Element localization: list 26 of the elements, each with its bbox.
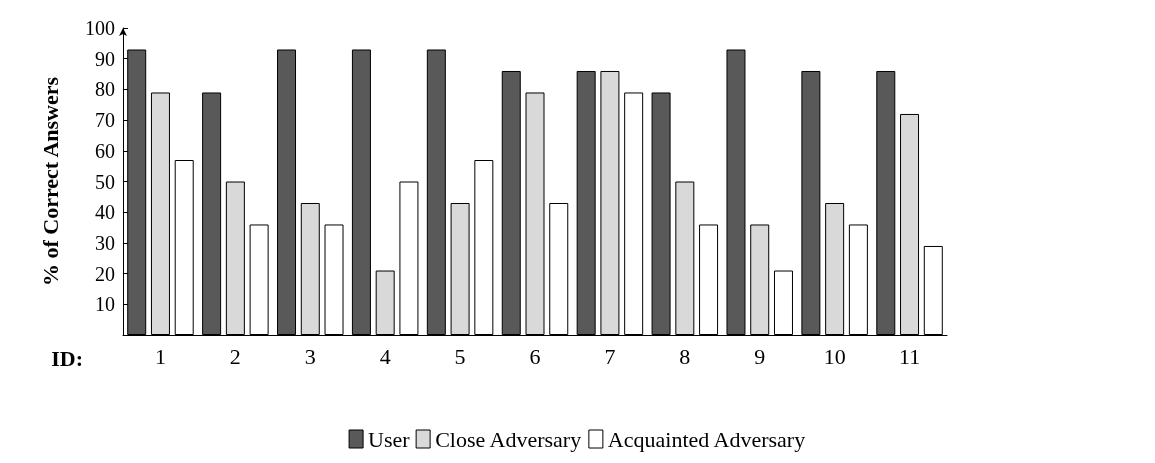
legend-label: Close Adversary [435, 426, 582, 452]
x-tick-label: 7 [604, 343, 616, 369]
x-tick-label: 6 [529, 343, 541, 369]
y-tick-label: 50 [95, 170, 115, 193]
x-tick-label: 5 [454, 343, 466, 369]
x-tick-label: 11 [898, 343, 921, 369]
y-axis-title: % of Correct Answers [37, 76, 63, 287]
x-tick-label: 2 [229, 343, 241, 369]
x-tick-label: 1 [154, 343, 166, 369]
legend-label: User [368, 426, 411, 452]
x-axis-title: ID: [51, 345, 83, 371]
x-tick-label: 9 [754, 343, 766, 369]
x-tick-label: 4 [379, 343, 391, 369]
y-tick-label: 10 [95, 293, 115, 316]
x-tick-label: 10 [823, 343, 846, 369]
x-tick-label: 3 [304, 343, 316, 369]
y-tick-label: 70 [95, 109, 115, 132]
x-tick-label: 8 [679, 343, 691, 369]
y-tick-label: 40 [95, 201, 115, 224]
y-tick-label: 90 [95, 47, 115, 70]
y-tick-label: 60 [95, 139, 115, 162]
y-tick-label: 30 [95, 231, 115, 254]
y-tick-label: 20 [95, 262, 115, 285]
legend-label: Acquainted Adversary [607, 426, 806, 452]
y-tick-label: 80 [95, 78, 115, 101]
y-tick-label: 100 [85, 17, 115, 39]
